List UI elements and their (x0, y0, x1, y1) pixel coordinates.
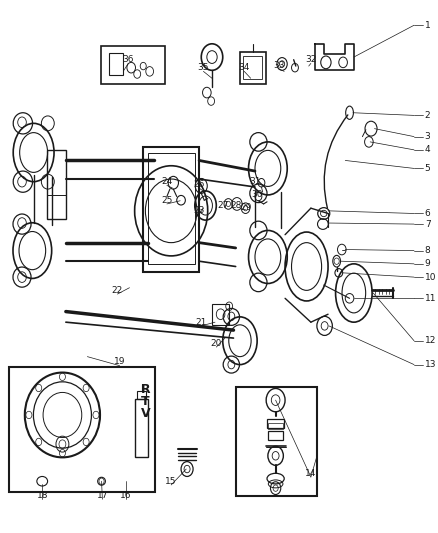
Bar (267, 431, 283, 440)
Text: 16: 16 (120, 491, 131, 500)
Bar (101, 46, 164, 84)
Bar (147, 152, 194, 264)
Text: 4: 4 (424, 146, 429, 155)
Text: R
T
V: R T V (140, 383, 150, 420)
Bar (137, 391, 146, 399)
Text: 22: 22 (112, 286, 123, 295)
Text: 36: 36 (122, 55, 134, 64)
Text: 18: 18 (36, 491, 48, 500)
Bar (9, 367, 155, 492)
Text: 25: 25 (161, 196, 172, 205)
Text: 17: 17 (96, 491, 108, 500)
Text: 24: 24 (161, 177, 172, 186)
Text: 1: 1 (424, 21, 430, 30)
Text: 27: 27 (216, 201, 228, 210)
Text: 2: 2 (424, 111, 429, 120)
Text: 9: 9 (424, 260, 430, 268)
Bar (240, 52, 265, 84)
Bar (109, 53, 122, 75)
Text: 30: 30 (251, 190, 262, 199)
Text: 14: 14 (304, 469, 316, 478)
Bar (235, 387, 317, 496)
Text: 33: 33 (272, 61, 284, 69)
Bar (243, 56, 261, 79)
Bar (134, 399, 148, 457)
Text: 7: 7 (424, 220, 430, 229)
Bar (143, 147, 199, 272)
Text: 5: 5 (424, 164, 430, 173)
Text: 15: 15 (165, 477, 177, 486)
Text: 8: 8 (424, 246, 430, 255)
Text: 12: 12 (424, 336, 435, 345)
Text: 13: 13 (424, 360, 435, 369)
Text: 21: 21 (195, 318, 206, 327)
Bar (212, 304, 229, 325)
Text: 26: 26 (193, 180, 205, 189)
Text: 11: 11 (424, 294, 435, 303)
Text: 29: 29 (240, 203, 251, 212)
Text: 20: 20 (210, 339, 222, 348)
Text: 10: 10 (424, 272, 435, 281)
Text: 6: 6 (424, 209, 430, 218)
Bar (46, 150, 66, 219)
Text: 34: 34 (238, 63, 249, 72)
Text: 23: 23 (193, 206, 205, 215)
Text: 32: 32 (304, 55, 316, 64)
Bar (266, 419, 283, 428)
Bar (267, 423, 283, 429)
Text: 3: 3 (424, 132, 430, 141)
Text: 31: 31 (249, 177, 260, 186)
Text: 28: 28 (230, 201, 241, 210)
Text: 19: 19 (113, 358, 125, 367)
Text: 35: 35 (197, 63, 208, 72)
